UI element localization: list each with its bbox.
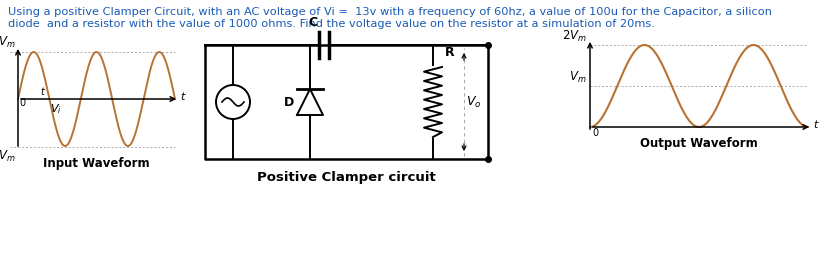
Text: t: t xyxy=(180,92,184,102)
Text: Output Waveform: Output Waveform xyxy=(640,137,758,150)
Text: $V_m$: $V_m$ xyxy=(0,35,16,50)
Text: Using a positive Clamper Circuit, with an AC voltage of Vi =  13v with a frequen: Using a positive Clamper Circuit, with a… xyxy=(8,7,772,17)
Text: $V_m$: $V_m$ xyxy=(570,70,587,85)
Text: D: D xyxy=(284,96,294,108)
Text: Input Waveform: Input Waveform xyxy=(44,157,150,170)
Text: $2V_m$: $2V_m$ xyxy=(562,29,587,44)
Text: diode  and a resistor with the value of 1000 ohms. Find the voltage value on the: diode and a resistor with the value of 1… xyxy=(8,19,655,29)
Text: t: t xyxy=(813,120,817,130)
Text: t: t xyxy=(40,87,44,97)
Text: Positive Clamper circuit: Positive Clamper circuit xyxy=(257,171,436,184)
Text: 0: 0 xyxy=(592,128,598,138)
Text: 0: 0 xyxy=(19,98,25,108)
Text: R: R xyxy=(445,46,455,60)
Text: $V_i$: $V_i$ xyxy=(50,102,62,116)
Text: $V_o$: $V_o$ xyxy=(466,95,482,109)
Text: C: C xyxy=(309,16,318,29)
Text: $-V_m$: $-V_m$ xyxy=(0,149,16,164)
